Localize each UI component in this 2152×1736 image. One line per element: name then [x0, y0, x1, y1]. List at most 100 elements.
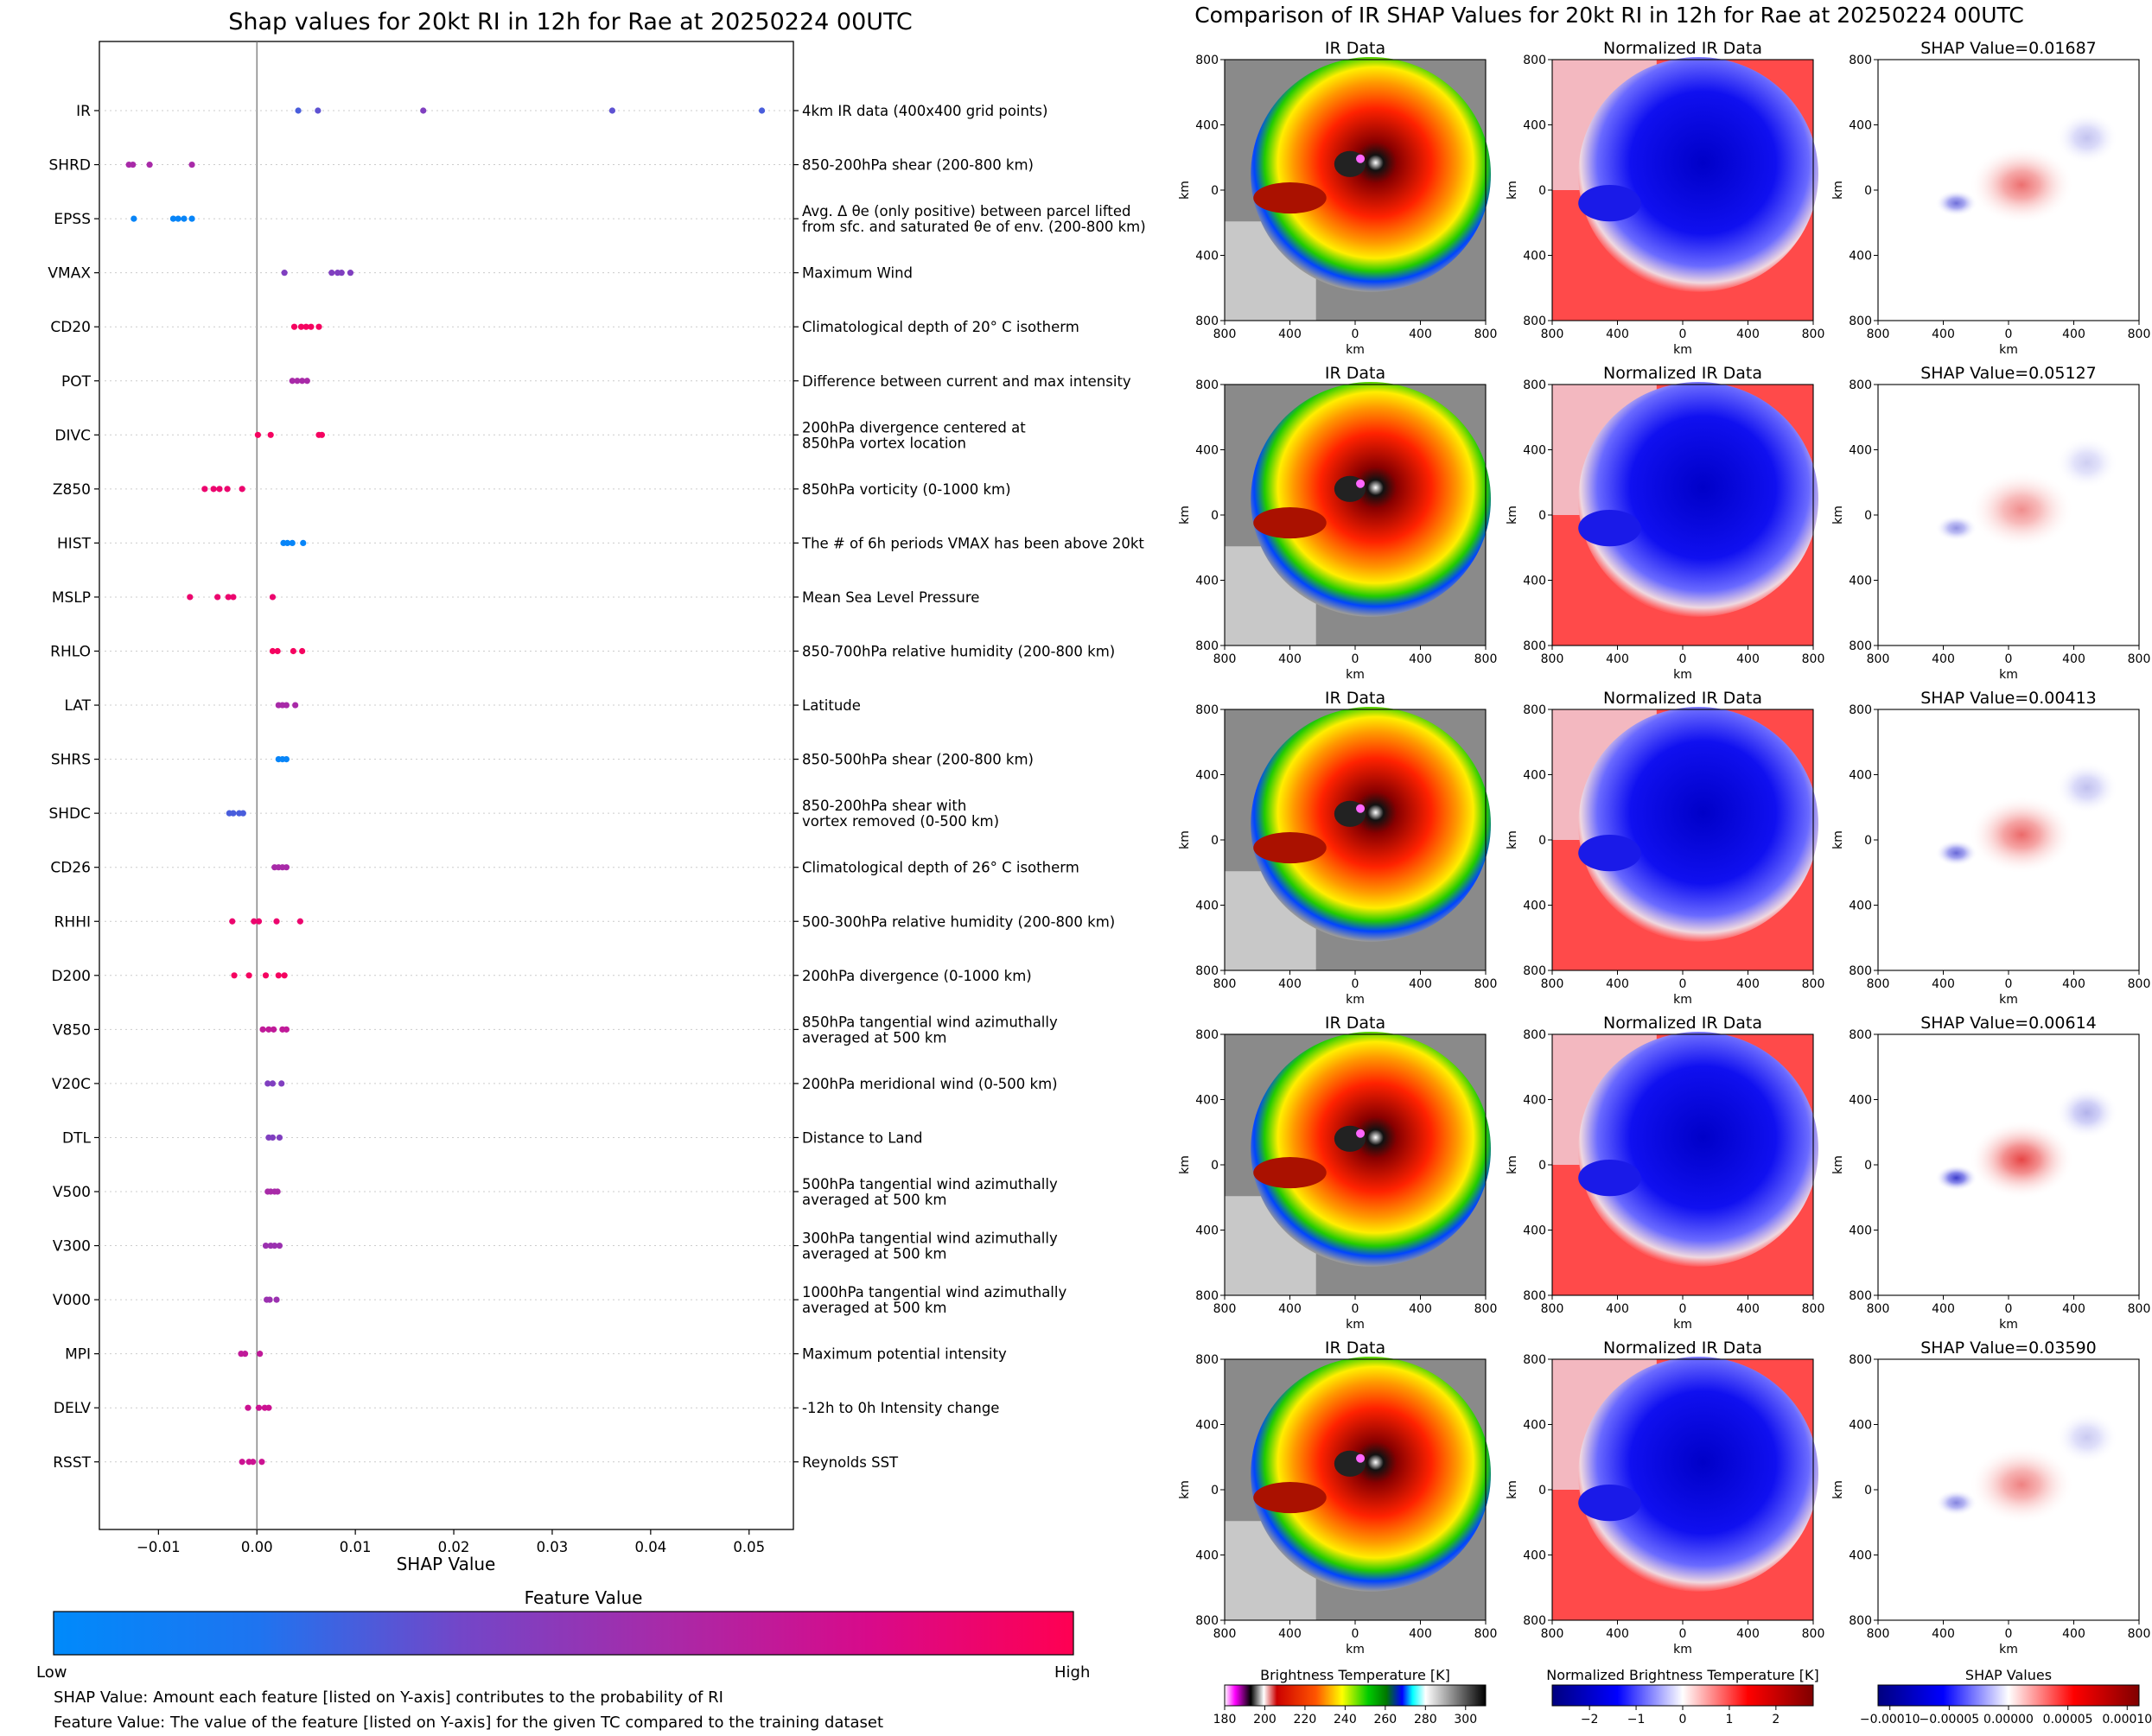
feature-name-vmax: VMAX: [48, 265, 91, 283]
feature-descriptions: 4km IR data (400x400 grid points) 850-200…: [793, 103, 1146, 1471]
shap-point-d200: [262, 972, 270, 979]
panel-y-label: km: [1831, 1480, 1845, 1499]
panel-x-tick-label: 400: [2062, 1302, 2085, 1316]
colorbar-tick-label: 300: [1454, 1713, 1477, 1726]
shap-points: [125, 107, 766, 1466]
panel-y-tick-label: 400: [1849, 1224, 1872, 1238]
panel-x-tick-label: 400: [1278, 652, 1302, 666]
shap-point-rsst: [250, 1459, 257, 1466]
panel-title: IR Data: [1325, 39, 1385, 58]
shap-chart-title: Shap values for 20kt RI in 12h for Rae a…: [228, 9, 913, 35]
colorbar-tick-label: 260: [1373, 1713, 1397, 1726]
panel-title: IR Data: [1325, 1339, 1385, 1358]
feature-description-epss: Avg. Δ θe (only positive) between parcel…: [802, 203, 1131, 219]
feature-description-shrd: 850-200hPa shear (200-800 km): [802, 157, 1034, 174]
panel-y-tick-label: 400: [1195, 900, 1219, 913]
shap-point-mslp: [269, 594, 277, 601]
panel-x-tick-label: 400: [1409, 1302, 1432, 1316]
panel-x-tick-label: 400: [1736, 327, 1760, 341]
shap-point-shdc: [230, 810, 237, 817]
feature-name-v850: V850: [53, 1021, 91, 1039]
shap-point-v300: [276, 1242, 283, 1250]
shap-point-v850: [265, 1026, 272, 1033]
shap-point-epss: [181, 215, 188, 222]
panel-title: IR Data: [1325, 364, 1385, 383]
norm-rainband: [1578, 184, 1641, 222]
panel-norm-row-5: Normalized IR Data8008004004000040040080…: [1506, 1339, 1824, 1657]
panel-shap-row-4: SHAP Value=0.006148008004004000040040080…: [1831, 1014, 2150, 1332]
panel-y-tick-label: 400: [1523, 1549, 1546, 1563]
shap-point-epss: [188, 215, 195, 222]
feature-name-delv: DELV: [54, 1400, 91, 1417]
feature-description-d200: 200hPa divergence (0-1000 km): [802, 968, 1032, 984]
feature-name-rsst: RSST: [53, 1454, 91, 1472]
panel-x-tick-label: 0: [2005, 1302, 2013, 1316]
feature-description-v500: 500hPa tangential wind azimuthally: [802, 1176, 1058, 1192]
feature-name-mslp: MSLP: [52, 589, 91, 607]
panel-y-label: km: [1831, 830, 1845, 849]
panel-y-tick-label: 0: [1211, 834, 1219, 848]
panel-y-label: km: [1506, 830, 1519, 849]
panel-y-label: km: [1831, 506, 1845, 525]
panel-y-tick-label: 400: [1195, 769, 1219, 783]
panel-y-tick-label: 0: [1538, 1159, 1546, 1173]
panel-title: Normalized IR Data: [1603, 1339, 1762, 1358]
panel-y-tick-label: 400: [1523, 900, 1546, 913]
colorbar-tick-label: 0.00005: [2043, 1713, 2093, 1726]
ir-rainband: [1253, 1156, 1327, 1189]
shap-point-rhlo: [269, 647, 277, 655]
panel-x-tick-label: 800: [1867, 327, 1890, 341]
panel-y-tick-label: 800: [1195, 964, 1219, 978]
panel-y-label: km: [1178, 506, 1192, 525]
shap-point-rhlo: [274, 647, 281, 655]
shap-point-v850: [271, 1026, 277, 1033]
panel-y-tick-label: 0: [1538, 509, 1546, 523]
feature-description-v500: averaged at 500 km: [802, 1192, 946, 1208]
shap-point-d200: [245, 972, 252, 979]
panel-x-tick-label: 0: [1352, 977, 1359, 991]
colorbar-tick-label: 0.00000: [1983, 1713, 2034, 1726]
panel-y-label: km: [1831, 181, 1845, 200]
norm-storm-cloud: [1578, 1031, 1819, 1267]
shap-point-mslp: [230, 594, 237, 601]
colorbar-gradient: [1551, 1684, 1814, 1707]
shap-point-delv: [255, 1404, 263, 1411]
panel-x-tick-label: 0: [1352, 1302, 1359, 1316]
feature-description-v000: averaged at 500 km: [802, 1300, 946, 1316]
panel-shap-row-1: SHAP Value=0.016878008004004000040040080…: [1831, 39, 2150, 357]
shap-point-vmax: [328, 270, 335, 277]
row-guides: [99, 110, 793, 1463]
shap-point-ir: [608, 107, 616, 114]
panel-x-tick-label: 800: [2128, 652, 2151, 666]
panel-x-tick-label: 400: [1409, 652, 1432, 666]
panel-y-tick-label: 800: [1195, 315, 1219, 328]
shap-point-delv: [245, 1404, 251, 1411]
panel-y-tick-label: 400: [1849, 250, 1872, 264]
shap-values-colorbar: SHAP Values −0.00010 −0.00005 0.00000 0.0000…: [1860, 1667, 2152, 1726]
feature-description-mpi: Maximum potential intensity: [802, 1346, 1007, 1363]
panel-x-tick-label: 400: [2062, 977, 2085, 991]
panel-y-tick-label: 800: [1849, 1353, 1872, 1367]
panel-x-tick-label: 800: [1474, 1302, 1498, 1316]
panel-y-tick-label: 800: [1523, 1614, 1546, 1628]
shap-point-cd20: [297, 323, 305, 330]
panel-x-tick-label: 0: [1352, 327, 1359, 341]
panel-y-tick-label: 800: [1849, 703, 1872, 717]
shap-positive-region: [1969, 795, 2074, 874]
panel-y-tick-label: 800: [1195, 1289, 1219, 1303]
norm-storm-cloud: [1578, 381, 1819, 617]
panel-y-tick-label: 800: [1195, 1028, 1219, 1042]
colorbar-tick-label: 180: [1213, 1713, 1237, 1726]
feature-description-shdc: 850-200hPa shear with: [802, 798, 966, 814]
panel-x-tick-label: 400: [2062, 327, 2085, 341]
panel-title: Normalized IR Data: [1603, 1014, 1762, 1033]
ir-overshoot: [1356, 1129, 1366, 1138]
colorbar-high-label: High: [1054, 1663, 1090, 1682]
ir-rainband: [1253, 831, 1327, 864]
panel-y-tick-label: 800: [1195, 703, 1219, 717]
panel-y-tick-label: 0: [1864, 509, 1872, 523]
shap-point-rhhi: [273, 918, 280, 925]
colorbar-tick-label: −2: [1581, 1713, 1599, 1726]
shap-point-v000: [273, 1296, 280, 1303]
